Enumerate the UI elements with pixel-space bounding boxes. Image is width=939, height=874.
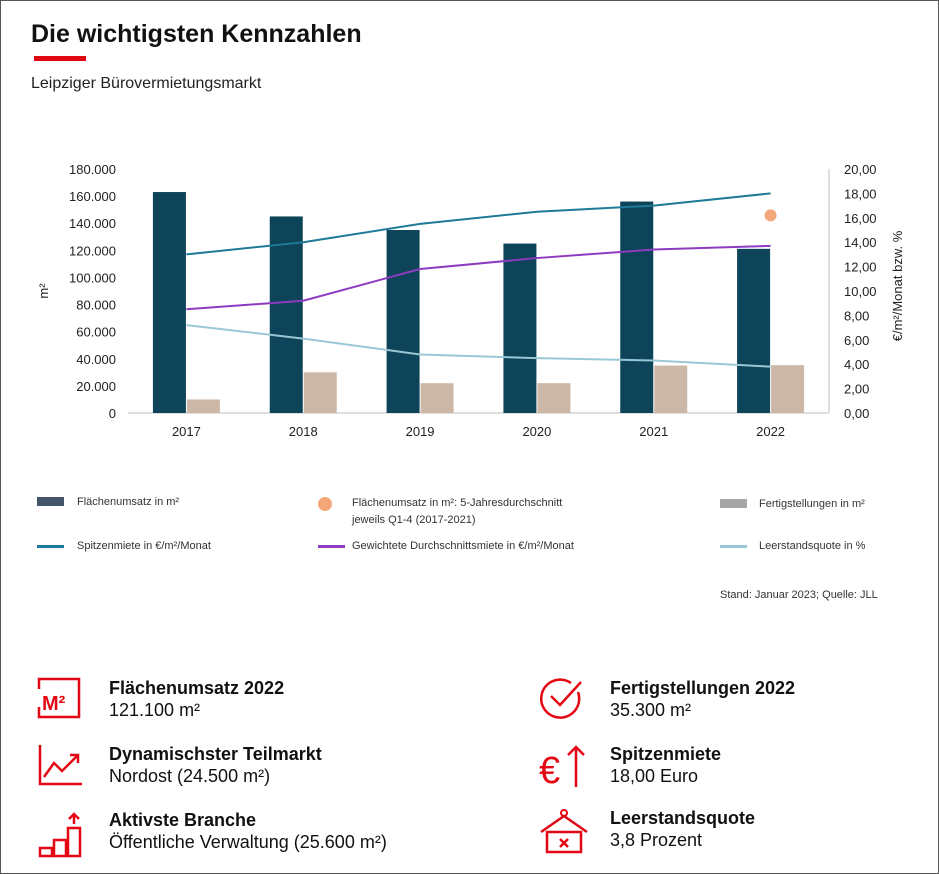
checkmark-circle-icon	[540, 678, 582, 719]
x-tick-label: 2021	[639, 424, 668, 439]
kpi-label: Dynamischster Teilmarkt	[109, 744, 322, 764]
left-axis-title: m²	[36, 283, 51, 299]
marker-5-jahresdurchschnitt	[764, 209, 777, 222]
bar-fertigstellungen	[420, 383, 454, 413]
right-tick-label: 18,00	[844, 186, 877, 201]
bar-flaechenumsatz	[386, 230, 420, 413]
x-tick-label: 2019	[406, 424, 435, 439]
legend-swatch-spitzenmiete	[37, 545, 64, 548]
left-tick-label: 20.000	[76, 379, 116, 394]
vacancy-sign-icon	[540, 809, 588, 854]
legend-label-flaechenumsatz: Flächenumsatz in m²	[77, 496, 180, 508]
legend-label-average-2: jeweils Q1-4 (2017-2021)	[352, 514, 476, 526]
page-subtitle: Leipziger Bürovermietungsmarkt	[31, 75, 262, 92]
left-tick-label: 40.000	[76, 352, 116, 367]
kpi-value: 3,8 Prozent	[610, 830, 703, 850]
svg-text:M²: M²	[42, 693, 66, 715]
legend-swatch-fertigstellungen	[720, 499, 747, 508]
right-tick-label: 8,00	[844, 308, 869, 323]
legend-swatch-flaechenumsatz	[37, 497, 64, 506]
bar-flaechenumsatz	[503, 243, 537, 413]
bar-fertigstellungen	[537, 383, 571, 413]
x-tick-label: 2017	[172, 424, 201, 439]
legend-label-average-1: Flächenumsatz in m²: 5-Jahresdurchschnit…	[352, 497, 563, 509]
kpi-value: Nordost (24.500 m²)	[109, 766, 271, 786]
source-note: Stand: Januar 2023; Quelle: JLL	[720, 589, 878, 601]
legend-swatch-durchschnittsmiete	[318, 545, 345, 548]
square-meter-icon: M²	[37, 677, 81, 719]
kpi-value: 18,00 Euro	[610, 766, 699, 786]
left-tick-label: 60.000	[76, 325, 116, 340]
svg-text:€: €	[539, 750, 560, 789]
bar-flaechenumsatz	[269, 216, 303, 413]
euro-arrow-icon: €	[539, 745, 585, 789]
bar-steps-icon	[38, 812, 82, 858]
right-tick-label: 14,00	[844, 235, 877, 250]
line-leerstandsquote	[186, 324, 771, 368]
left-tick-label: 180.000	[69, 162, 116, 177]
bar-fertigstellungen	[186, 399, 220, 413]
legend-swatch-leerstand	[720, 545, 747, 548]
right-tick-label: 12,00	[844, 260, 877, 275]
x-tick-label: 2018	[289, 424, 318, 439]
line-durchschnittsmiete	[186, 244, 771, 311]
right-tick-label: 16,00	[844, 211, 877, 226]
page-title: Die wichtigsten Kennzahlen	[31, 20, 362, 48]
kpi-label: Flächenumsatz 2022	[109, 678, 285, 698]
left-tick-label: 100.000	[69, 270, 116, 285]
trend-chart-icon	[38, 745, 82, 786]
legend-label-spitzenmiete: Spitzenmiete in €/m²/Monat	[77, 540, 211, 552]
left-tick-label: 140.000	[69, 216, 116, 231]
bar-flaechenumsatz	[152, 192, 186, 413]
kpi-value: 35.300 m²	[610, 700, 692, 720]
legend-label-leerstand: Leerstandsquote in %	[759, 540, 866, 552]
title-accent-bar	[34, 56, 86, 61]
kpi-label: Spitzenmiete	[610, 744, 722, 764]
line-spitzenmiete	[186, 192, 771, 256]
left-tick-label: 0	[109, 406, 116, 421]
bar-flaechenumsatz	[620, 201, 654, 413]
left-tick-label: 80.000	[76, 298, 116, 313]
left-tick-label: 160.000	[69, 189, 116, 204]
right-axis-title: €/m²/Monat bzw. %	[890, 230, 905, 341]
bar-flaechenumsatz	[737, 248, 771, 413]
bar-fertigstellungen	[654, 365, 688, 413]
kpi-label: Aktivste Branche	[109, 810, 257, 830]
x-tick-label: 2022	[756, 424, 785, 439]
legend-label-durchschnittsmiete: Gewichtete Durchschnittsmiete in €/m²/Mo…	[352, 540, 574, 552]
x-tick-label: 2020	[522, 424, 551, 439]
bar-fertigstellungen	[303, 372, 337, 413]
right-tick-label: 20,00	[844, 162, 877, 177]
right-tick-label: 10,00	[844, 284, 877, 299]
kpi-value: 121.100 m²	[109, 700, 201, 720]
legend-label-fertigstellungen: Fertigstellungen in m²	[759, 498, 865, 510]
bar-fertigstellungen	[771, 365, 805, 413]
chart: 180.000 160.000 140.000 120.000 100.000 80.00…	[36, 162, 905, 439]
legend-swatch-average-marker	[318, 497, 332, 511]
right-tick-label: 0,00	[844, 406, 869, 421]
right-tick-label: 6,00	[844, 333, 869, 348]
kpi-label: Leerstandsquote	[610, 808, 756, 828]
left-tick-label: 120.000	[69, 243, 116, 258]
right-tick-label: 2,00	[844, 382, 869, 397]
right-tick-label: 4,00	[844, 357, 869, 372]
kpi-label: Fertigstellungen 2022	[610, 678, 796, 698]
kpi-value: Öffentliche Verwaltung (25.600 m²)	[109, 832, 387, 852]
